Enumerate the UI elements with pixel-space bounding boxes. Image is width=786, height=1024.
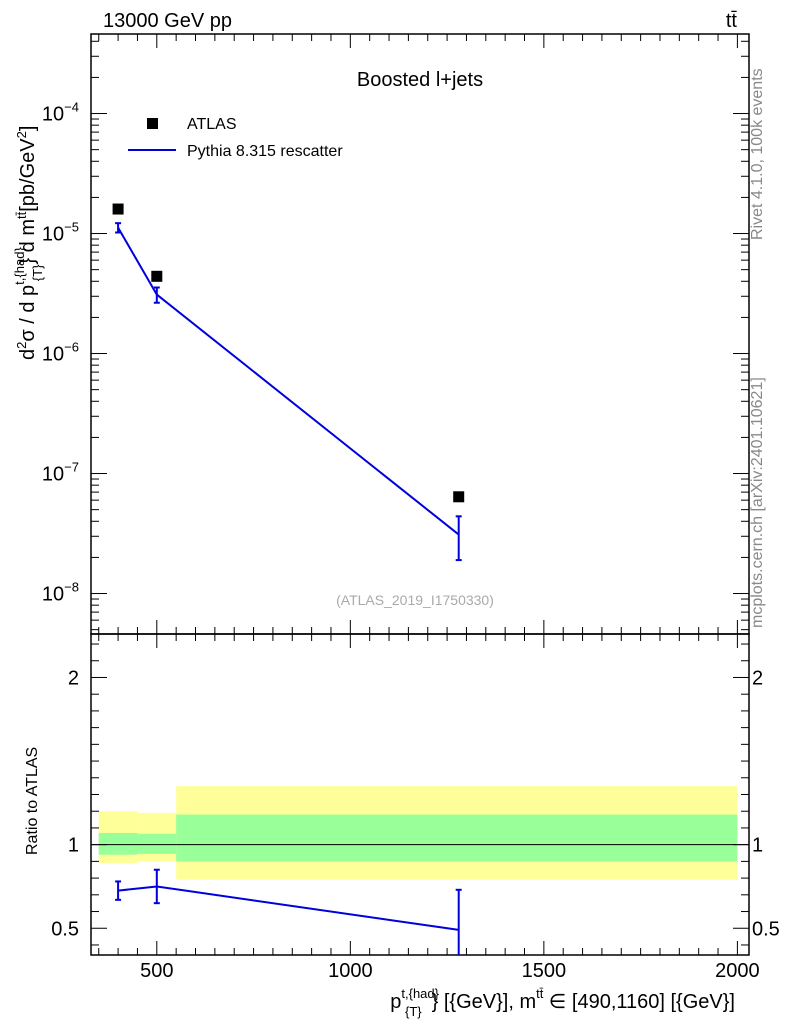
axis-ticks: 500 1000 1500 2000 10−4 10−5 10−6 10−7 10−8 0.5 0.… xyxy=(42,34,780,982)
legend: ATLAS Pythia 8.315 rescatter xyxy=(128,116,343,160)
ratio-band-inner-1 xyxy=(137,833,177,854)
legend-label-atlas: ATLAS xyxy=(187,116,237,133)
main-ytick-label-1: 10−5 xyxy=(42,220,79,246)
atlas-point-0 xyxy=(112,203,124,215)
chart-title: Boosted l+jets xyxy=(357,69,483,91)
ratio-ytick-label-left-1: 1 xyxy=(68,835,79,857)
atlas-point-2 xyxy=(453,491,465,503)
main-ytick-label-0: 10−4 xyxy=(42,100,79,126)
x-tick-label-2000: 2000 xyxy=(715,960,760,982)
mcplots-label: mcplots.cern.ch [arXiv:2401.10621] xyxy=(749,377,766,628)
ratio-ytick-label-right-1: 1 xyxy=(752,835,763,857)
ratio-ytick-label-right-0.5: 0.5 xyxy=(752,918,780,940)
main-ytick-label-2: 10−6 xyxy=(42,340,79,366)
atlas-point-1 xyxy=(151,270,163,282)
x-tick-label-500: 500 xyxy=(140,960,173,982)
x-tick-label-1500: 1500 xyxy=(522,960,567,982)
header-energy-label: 13000 GeV pp xyxy=(103,10,232,32)
ratio-band-inner-0 xyxy=(98,832,138,855)
ratio-ytick-label-right-2: 2 xyxy=(752,667,763,689)
header-process-label: tt̄ xyxy=(726,10,738,32)
data-marks xyxy=(112,203,465,955)
analysis-id-label: (ATLAS_2019_I1750330) xyxy=(336,592,494,608)
ratio-ytick-label-left-2: 2 xyxy=(68,667,79,689)
ratio-band-inner-2 xyxy=(176,814,738,862)
ratio-ytick-label-left-0.5: 0.5 xyxy=(51,918,79,940)
ratio-mc-line xyxy=(117,885,459,931)
rivet-version-label: Rivet 4.1.0, 100k events xyxy=(749,68,766,240)
main-mc-line xyxy=(117,227,460,536)
main-y-axis-label: d2σ / d pt,{had} {T}} d mtt̄[pb/GeV2] xyxy=(12,126,45,360)
main-ytick-label-3: 10−7 xyxy=(42,460,79,486)
ratio-y-axis-label: Ratio to ATLAS xyxy=(24,747,41,855)
x-axis-label: pt,{had} {T}} [{GeV}], mtt̄ ∈ [490,1160] … xyxy=(390,986,735,1019)
main-ytick-label-4: 10−8 xyxy=(42,580,79,606)
ylabel-d: d xyxy=(17,349,39,360)
ratio-bands xyxy=(91,786,749,880)
legend-marker-atlas xyxy=(147,118,158,129)
legend-label-pythia: Pythia 8.315 rescatter xyxy=(187,143,343,160)
x-tick-label-1000: 1000 xyxy=(328,960,373,982)
